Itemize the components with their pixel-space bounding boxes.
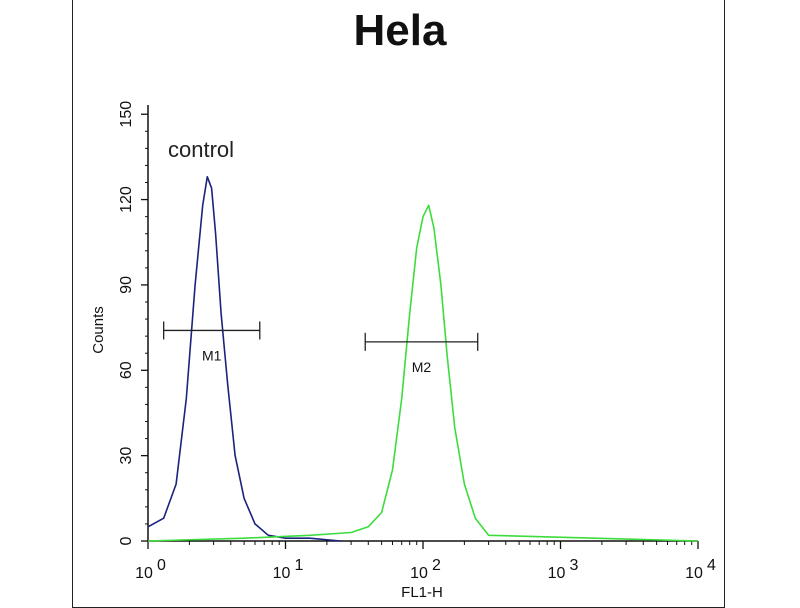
gate-m1-label: M1 — [202, 347, 222, 363]
y-tick-label-150: 150 — [118, 101, 135, 128]
x-tick-label-100: 10 — [410, 565, 428, 582]
y-tick-label-90: 90 — [118, 276, 135, 294]
x-tick-exp-100: 2 — [432, 557, 441, 574]
y-axis-label: Counts — [90, 306, 107, 354]
axes — [147, 105, 698, 542]
series-line-2 — [147, 204, 699, 542]
control-annotation: control — [168, 137, 234, 162]
x-tick-label-1000: 10 — [548, 565, 566, 582]
gate-m2-label: M2 — [412, 359, 432, 375]
series-line-1 — [147, 176, 341, 542]
markers: M1 M2 — [163, 321, 479, 375]
x-tick-exp-10: 1 — [295, 557, 304, 574]
y-tick-label-60: 60 — [118, 361, 135, 379]
y-tick-label-120: 120 — [118, 186, 135, 213]
x-tick-exp-1000: 3 — [570, 557, 579, 574]
x-tick-label-10: 10 — [273, 565, 291, 582]
x-tick-label-10000: 10 — [685, 565, 703, 582]
y-tick-label-30: 30 — [118, 447, 135, 465]
y-tick-label-0: 0 — [118, 536, 135, 545]
series — [147, 176, 699, 542]
x-tick-exp-1: 0 — [157, 557, 166, 574]
x-axis-label: FL1-H — [401, 584, 443, 600]
x-tick-label-1: 10 — [135, 565, 153, 582]
x-tick-exp-10000: 4 — [707, 557, 716, 574]
chart-title: Hela — [353, 6, 447, 55]
